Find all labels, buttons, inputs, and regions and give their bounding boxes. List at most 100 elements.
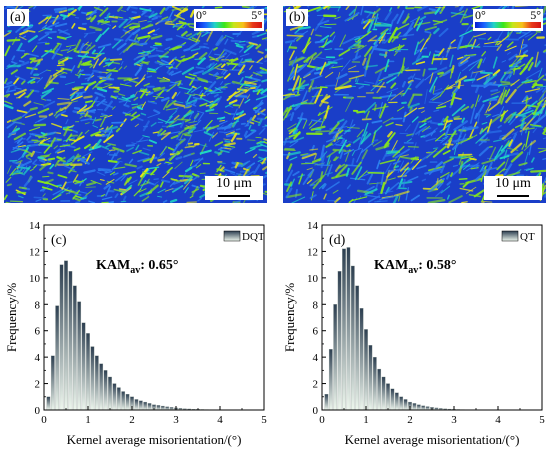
histogram-c-bars [47, 261, 244, 410]
histogram-bar [342, 249, 345, 410]
scale-bar-a: 10 μm [205, 176, 263, 200]
x-tick-label: 1 [85, 414, 91, 426]
histogram-bar [373, 357, 376, 410]
y-tick-label: 2 [35, 379, 41, 391]
histogram-bar [60, 265, 63, 410]
histogram-d-annotation: KAMav: 0.58° [374, 258, 456, 276]
scale-bar-b: 10 μm [484, 176, 542, 200]
histogram-bar [391, 389, 394, 410]
histogram-bar [91, 347, 94, 410]
histogram-bar [325, 394, 328, 410]
y-tick-label: 12 [29, 246, 40, 258]
histogram-bar [113, 384, 116, 410]
x-tick-label: 4 [217, 414, 223, 426]
histogram-bar [56, 306, 59, 410]
histogram-bar [422, 406, 425, 410]
histogram-c-annotation: KAMav: 0.65° [96, 258, 178, 276]
legend-min-label-a: 0° [196, 9, 207, 21]
x-tick-label: 3 [451, 414, 457, 426]
y-tick-label: 10 [307, 273, 319, 285]
histogram-bar [329, 349, 332, 410]
histogram-bar [157, 405, 160, 410]
histogram-c-x-axis-label: Kernel average misorientation/(°) [67, 432, 242, 447]
histogram-bar [47, 397, 50, 410]
histogram-bar [417, 405, 420, 410]
legend-max-label-a: 5° [251, 9, 262, 21]
x-tick-label: 3 [173, 414, 179, 426]
x-tick-label: 2 [407, 414, 413, 426]
x-tick-label: 0 [41, 414, 47, 426]
histogram-bar [369, 345, 372, 410]
histogram-bar [82, 323, 85, 410]
histogram-bar [104, 370, 107, 410]
panel-label-a: (a) [7, 9, 29, 26]
panel-label-b: (b) [286, 9, 308, 26]
legend-max-label-b: 5° [530, 9, 541, 21]
y-tick-label: 12 [307, 246, 318, 258]
histogram-bar [64, 261, 67, 410]
histogram-c-legend-label: DQT [242, 231, 265, 243]
annotation-d-value: : 0.58° [418, 258, 456, 273]
x-tick-label: 5 [261, 414, 267, 426]
y-tick-label: 0 [35, 405, 41, 417]
y-tick-label: 4 [35, 352, 41, 364]
y-tick-label: 14 [29, 220, 41, 232]
kam-map-b: (b) 0° 5° 10 μm [283, 6, 546, 203]
histogram-bar [148, 403, 151, 410]
histogram-d-panel-label: (d) [329, 233, 346, 248]
x-tick-label: 5 [539, 414, 545, 426]
histogram-bar [122, 392, 125, 411]
histogram-bar [378, 369, 381, 410]
scale-bar-line-a [218, 195, 250, 197]
x-tick-label: 1 [363, 414, 369, 426]
scale-bar-line-b [497, 195, 529, 197]
histogram-c-legend-swatch [224, 231, 240, 241]
annotation-c-value: : 0.65° [140, 258, 178, 273]
histogram-bar [95, 356, 98, 410]
y-tick-label: 0 [313, 405, 319, 417]
annotation-c-sub: av [130, 265, 140, 276]
histogram-d-y-axis-label: Frequency/% [282, 283, 297, 352]
histogram-bar [360, 308, 363, 410]
histogram-bar [356, 286, 359, 410]
histogram-bar [144, 402, 147, 410]
scale-bar-label-a: 10 μm [205, 176, 263, 192]
histogram-c-y-axis-label: Frequency/% [4, 283, 19, 352]
x-tick-label: 4 [495, 414, 501, 426]
y-tick-label: 8 [35, 299, 41, 311]
legend-color-bar-b [475, 22, 541, 28]
histogram-bar [395, 393, 398, 410]
histogram-bar [73, 286, 76, 410]
histogram-bar [117, 388, 120, 410]
histogram-bar [347, 247, 350, 410]
annotation-d-main: KAM [374, 258, 408, 273]
histogram-bar [426, 407, 429, 410]
histogram-c-frame [44, 225, 264, 410]
y-tick-label: 4 [313, 352, 319, 364]
histogram-bar [78, 302, 81, 410]
histogram-c-panel-label: (c) [51, 233, 67, 248]
histogram-bar [86, 333, 89, 410]
annotation-d-sub: av [408, 265, 418, 276]
kam-map-b-image [283, 6, 546, 203]
histogram-bar [135, 399, 138, 410]
histogram-bar [161, 406, 164, 410]
histogram-d-legend-label: QT [520, 231, 535, 243]
histogram-bar [139, 401, 142, 410]
histogram-bar [334, 304, 337, 410]
histogram-d-frame [322, 225, 542, 410]
histogram-bar [400, 397, 403, 410]
histogram-bar [338, 271, 341, 410]
color-legend-b: 0° 5° [473, 9, 543, 31]
histogram-bar [100, 364, 103, 410]
histogram-bar [351, 266, 354, 410]
color-legend-a: 0° 5° [194, 9, 264, 31]
x-tick-label: 0 [319, 414, 325, 426]
legend-color-bar-a [196, 22, 262, 28]
histogram-bar [386, 384, 389, 410]
y-tick-label: 10 [29, 273, 41, 285]
histogram-bar [51, 356, 54, 410]
kam-map-a-image [4, 6, 267, 203]
